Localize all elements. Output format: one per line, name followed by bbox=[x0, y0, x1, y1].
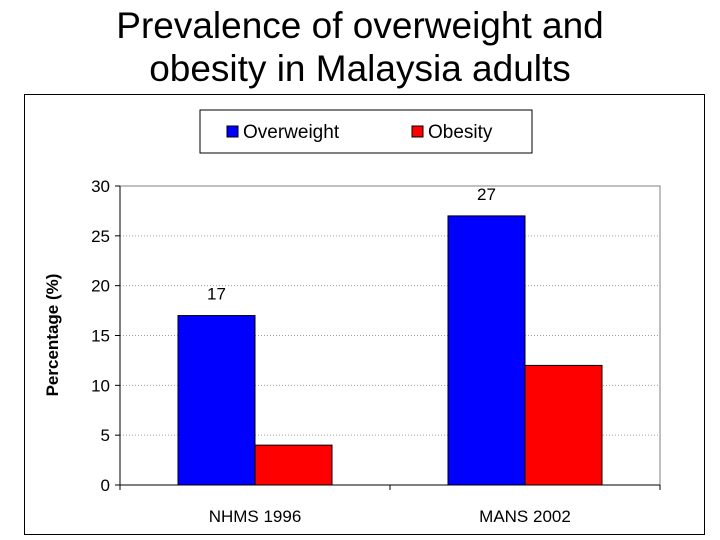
y-tick-label: 25 bbox=[91, 227, 110, 246]
y-tick-label: 20 bbox=[91, 277, 110, 296]
data-label: 17 bbox=[207, 285, 226, 304]
legend-swatch-overweight bbox=[226, 125, 239, 138]
legend: Overweight Obesity bbox=[199, 109, 533, 154]
y-tick-label: 15 bbox=[91, 327, 110, 346]
bar-obesity bbox=[524, 364, 603, 486]
bars bbox=[177, 215, 603, 486]
legend-label-overweight: Overweight bbox=[243, 122, 340, 143]
legend-box bbox=[199, 109, 533, 154]
title-line-1: Prevalence of overweight and bbox=[116, 5, 604, 46]
axes: 0 5 10 15 20 25 30 NHMS 1996 MANS 2002 bbox=[91, 177, 661, 526]
x-tick-label: NHMS 1996 bbox=[209, 507, 302, 526]
y-tick-label: 0 bbox=[101, 476, 110, 495]
chart-frame: 0 5 10 15 20 25 30 NHMS 1996 MANS 2002 17 27 Perc… bbox=[24, 94, 705, 535]
y-axis-title: Percentage (%) bbox=[43, 274, 62, 397]
x-tick-label: MANS 2002 bbox=[479, 507, 571, 526]
slide-title: Prevalence of overweight and obesity in … bbox=[0, 4, 720, 90]
legend-swatch-obesity bbox=[411, 125, 424, 138]
title-line-2: obesity in Malaysia adults bbox=[149, 48, 571, 89]
bar-obesity bbox=[254, 444, 333, 486]
legend-label-obesity: Obesity bbox=[428, 122, 493, 143]
y-tick-label: 10 bbox=[91, 376, 110, 395]
y-tick-label: 30 bbox=[91, 177, 110, 196]
bar-overweight bbox=[177, 315, 256, 486]
data-label: 27 bbox=[477, 185, 496, 204]
bar-overweight bbox=[447, 215, 526, 486]
y-tick-label: 5 bbox=[101, 426, 110, 445]
